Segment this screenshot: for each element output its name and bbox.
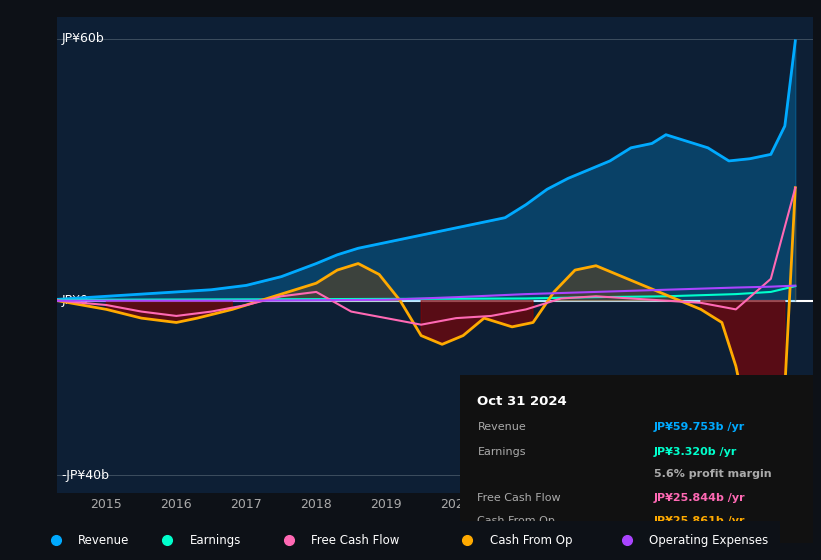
Text: JP¥60b: JP¥60b (62, 32, 104, 45)
Text: Free Cash Flow: Free Cash Flow (310, 534, 399, 547)
Text: JP¥25.844b /yr: JP¥25.844b /yr (654, 493, 745, 503)
Text: JP¥0: JP¥0 (62, 294, 88, 307)
Text: Free Cash Flow: Free Cash Flow (478, 493, 561, 503)
Text: Operating Expenses: Operating Expenses (478, 540, 589, 550)
Text: Operating Expenses: Operating Expenses (649, 534, 768, 547)
Text: Earnings: Earnings (478, 447, 526, 458)
Text: Oct 31 2024: Oct 31 2024 (478, 395, 567, 408)
Text: Cash From Op: Cash From Op (478, 516, 555, 526)
Text: -JP¥40b: -JP¥40b (62, 469, 109, 482)
Text: JP¥59.753b /yr: JP¥59.753b /yr (654, 422, 745, 432)
Text: JP¥3.441b /yr: JP¥3.441b /yr (654, 540, 738, 550)
Text: JP¥3.320b /yr: JP¥3.320b /yr (654, 447, 737, 458)
Text: Cash From Op: Cash From Op (489, 534, 572, 547)
Text: JP¥25.861b /yr: JP¥25.861b /yr (654, 516, 745, 526)
Text: Revenue: Revenue (78, 534, 130, 547)
Text: 5.6% profit margin: 5.6% profit margin (654, 469, 772, 479)
Text: Revenue: Revenue (478, 422, 526, 432)
Text: Earnings: Earnings (190, 534, 241, 547)
